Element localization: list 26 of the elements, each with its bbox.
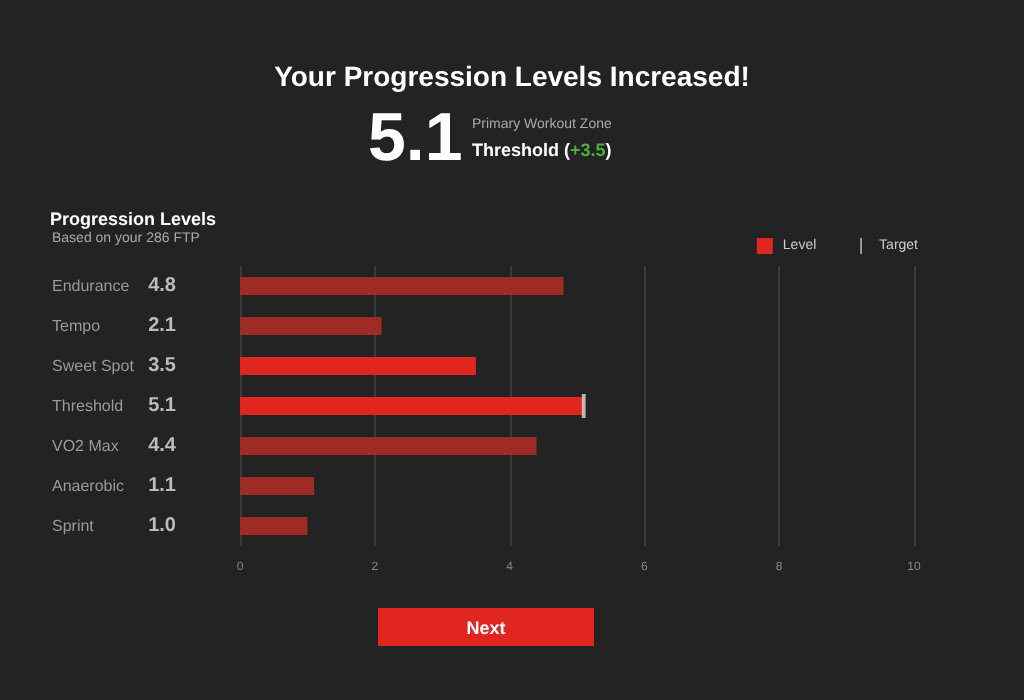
bar: [240, 477, 315, 495]
y-tick-label: Threshold: [52, 397, 124, 415]
data-label: 4.4: [148, 435, 177, 457]
y-tick-label: VO2 Max: [52, 437, 119, 455]
bar: [240, 277, 564, 295]
chart-title: Your Progression Levels Increased!: [274, 60, 750, 92]
text: 5.1: [368, 100, 463, 178]
y-tick-label: Anaerobic: [52, 477, 125, 495]
next-button: Next: [378, 608, 594, 646]
data-label: 2.1: [148, 315, 177, 337]
bar: [240, 317, 382, 335]
y-tick-label: Tempo: [52, 317, 102, 335]
data-label: 4.8: [148, 275, 177, 297]
data-label: 1.0: [148, 515, 177, 537]
bar: [240, 357, 476, 375]
chart-subtitle: Progression Levels: [50, 209, 217, 229]
bar: [240, 437, 537, 455]
data-label: 3.5: [148, 355, 177, 377]
y-tick-label: Endurance: [52, 277, 131, 295]
y-tick-label: Sweet Spot: [52, 357, 136, 375]
bar: [240, 517, 308, 535]
data-label: 1.1: [148, 475, 177, 497]
data-label: 5.1: [148, 395, 177, 417]
text: Threshold (+3.5): [472, 140, 612, 160]
bar: [240, 397, 584, 415]
y-tick-label: Sprint: [52, 517, 96, 535]
